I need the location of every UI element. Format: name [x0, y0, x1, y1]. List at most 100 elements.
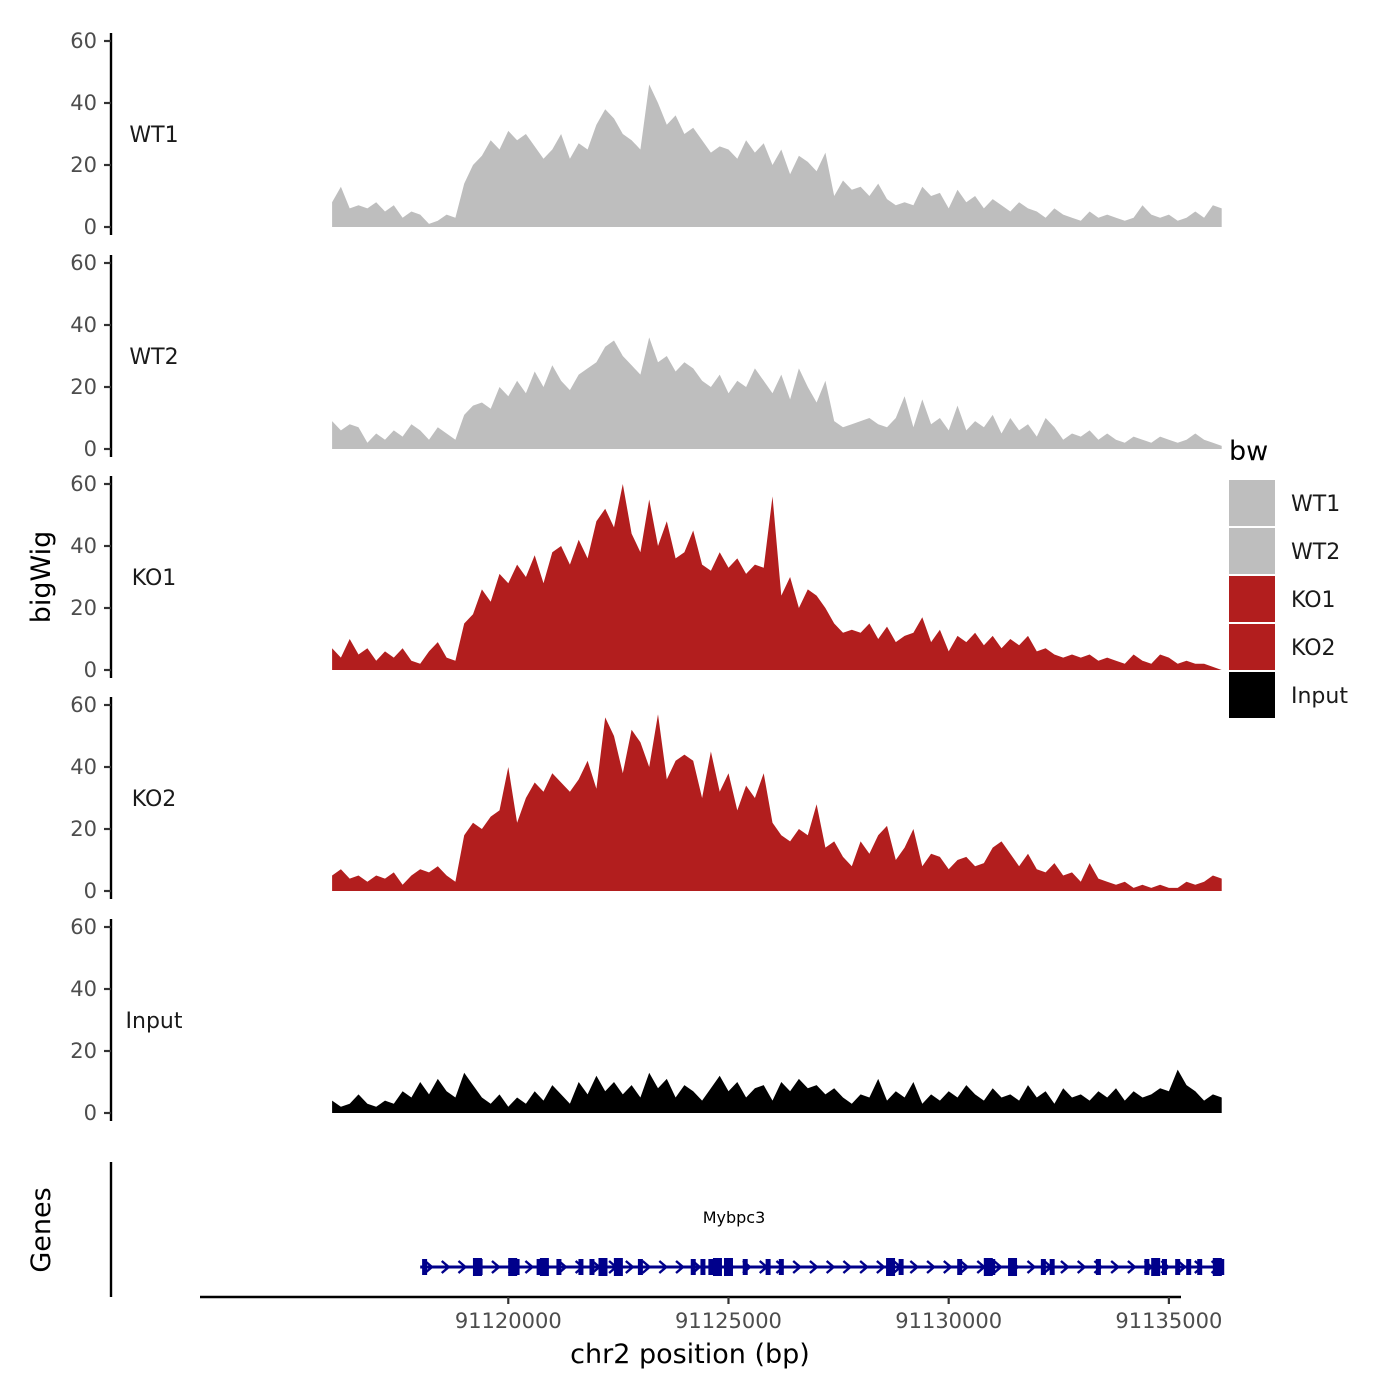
exon: [898, 1259, 904, 1275]
x-axis-title: chr2 position (bp): [570, 1339, 810, 1370]
strand-arrow: [876, 1260, 886, 1274]
strand-arrow: [859, 1260, 869, 1274]
exon: [700, 1259, 706, 1275]
legend-label-wt1: WT1: [1291, 492, 1340, 517]
y-tick-label: 0: [84, 658, 97, 682]
legend-title: bw: [1229, 436, 1268, 467]
x-tick-label: 91135000: [1115, 1309, 1222, 1333]
y-tick-label: 60: [70, 693, 97, 717]
y-tick-label: 40: [70, 91, 97, 115]
exon: [723, 1258, 733, 1276]
exon: [1175, 1259, 1181, 1275]
gene-track: Genes Mybpc3: [26, 1162, 1225, 1297]
y-tick-label: 60: [70, 915, 97, 939]
y-tick-label: 40: [70, 313, 97, 337]
exon: [957, 1259, 963, 1275]
exon: [637, 1259, 643, 1275]
exon: [1212, 1258, 1222, 1276]
gene-track-title: Genes: [26, 1187, 57, 1272]
y-tick-label: 20: [70, 1039, 97, 1063]
legend-key-ko1: [1229, 576, 1275, 622]
legend-label-ko1: KO1: [1291, 588, 1336, 613]
strand-arrow: [641, 1260, 652, 1274]
gene-model: [420, 1258, 1225, 1276]
y-tick-label: 0: [84, 1101, 97, 1125]
y-tick-label: 20: [70, 596, 97, 620]
legend-key-input: [1229, 672, 1275, 718]
legend-label-ko2: KO2: [1291, 636, 1336, 661]
track-label-wt1: WT1: [129, 123, 178, 148]
exon: [508, 1258, 518, 1276]
exon: [712, 1258, 722, 1276]
legend-label-wt2: WT2: [1291, 540, 1340, 565]
strand-arrow: [792, 1260, 803, 1274]
legend-key-ko2: [1229, 624, 1275, 670]
strand-arrow: [457, 1260, 468, 1274]
strand-arrow: [1177, 1260, 1187, 1274]
exon: [1197, 1259, 1203, 1275]
x-tick-label: 91120000: [455, 1309, 562, 1333]
track-label-ko1: KO1: [132, 566, 177, 591]
strand-arrow: [424, 1260, 434, 1274]
legend: bw WT1 WT2 KO1 KO2 Input: [1229, 436, 1348, 718]
strand-arrow: [658, 1260, 669, 1274]
exon: [536, 1259, 542, 1275]
y-tick-label: 0: [84, 879, 97, 903]
y-tick-label: 20: [70, 817, 97, 841]
exon: [1161, 1259, 1167, 1275]
strand-arrow: [1110, 1260, 1120, 1274]
y-tick-label: 20: [70, 153, 97, 177]
strand-arrow: [675, 1260, 685, 1274]
exon: [477, 1259, 483, 1275]
panel-wt2: 0 20 40 60 WT2: [70, 251, 1222, 461]
exon: [765, 1259, 771, 1275]
area-ko1: [332, 484, 1222, 670]
strand-arrow: [842, 1260, 853, 1274]
exon: [1186, 1259, 1192, 1275]
y-axis-title: bigWig: [26, 531, 57, 624]
strand-arrow: [440, 1260, 451, 1274]
exon: [1008, 1258, 1018, 1276]
exon: [708, 1259, 714, 1275]
strand-arrow: [524, 1260, 535, 1274]
gene-label: Mybpc3: [703, 1208, 766, 1227]
strand-arrow: [926, 1260, 936, 1274]
strand-arrow: [625, 1260, 635, 1274]
legend-label-input: Input: [1291, 684, 1348, 709]
exon: [613, 1258, 623, 1276]
strand-arrow: [993, 1260, 1003, 1274]
exon: [556, 1259, 562, 1275]
track-label-input: Input: [126, 1009, 183, 1034]
strand-arrow: [825, 1260, 836, 1274]
y-tick-label: 0: [84, 215, 97, 239]
exon: [1095, 1259, 1101, 1275]
exon: [514, 1259, 520, 1275]
exon: [990, 1259, 996, 1275]
exon: [598, 1258, 608, 1276]
exon: [1151, 1258, 1161, 1276]
x-axis: 91120000 91125000 91130000 91135000 chr2 po…: [200, 1295, 1222, 1370]
y-tick-label: 60: [70, 472, 97, 496]
x-tick-label: 91125000: [675, 1309, 782, 1333]
panel-ko1: 0 20 40 60 KO1: [70, 472, 1222, 682]
area-ko2: [332, 714, 1222, 891]
x-tick-label: 91130000: [895, 1309, 1002, 1333]
y-tick-label: 60: [70, 251, 97, 275]
exon: [778, 1259, 784, 1275]
exon: [472, 1258, 482, 1276]
exon: [1219, 1259, 1225, 1275]
exon: [1040, 1259, 1046, 1275]
y-tick-label: 40: [70, 755, 97, 779]
exon: [578, 1259, 584, 1275]
strand-arrow: [959, 1260, 970, 1274]
exon: [589, 1259, 595, 1275]
strand-arrow: [943, 1260, 953, 1274]
y-tick-label: 60: [70, 29, 97, 53]
exon: [539, 1258, 549, 1276]
exon: [886, 1258, 896, 1276]
y-tick-label: 40: [70, 534, 97, 558]
exon: [422, 1259, 428, 1275]
strand-arrow: [1060, 1260, 1070, 1274]
track-panels: 0 20 40 60 WT1 0 20 40 60 WT2 0 20 40 60 KO1 0 20 40 60 KO2…: [70, 29, 1222, 1125]
exon: [690, 1259, 696, 1275]
